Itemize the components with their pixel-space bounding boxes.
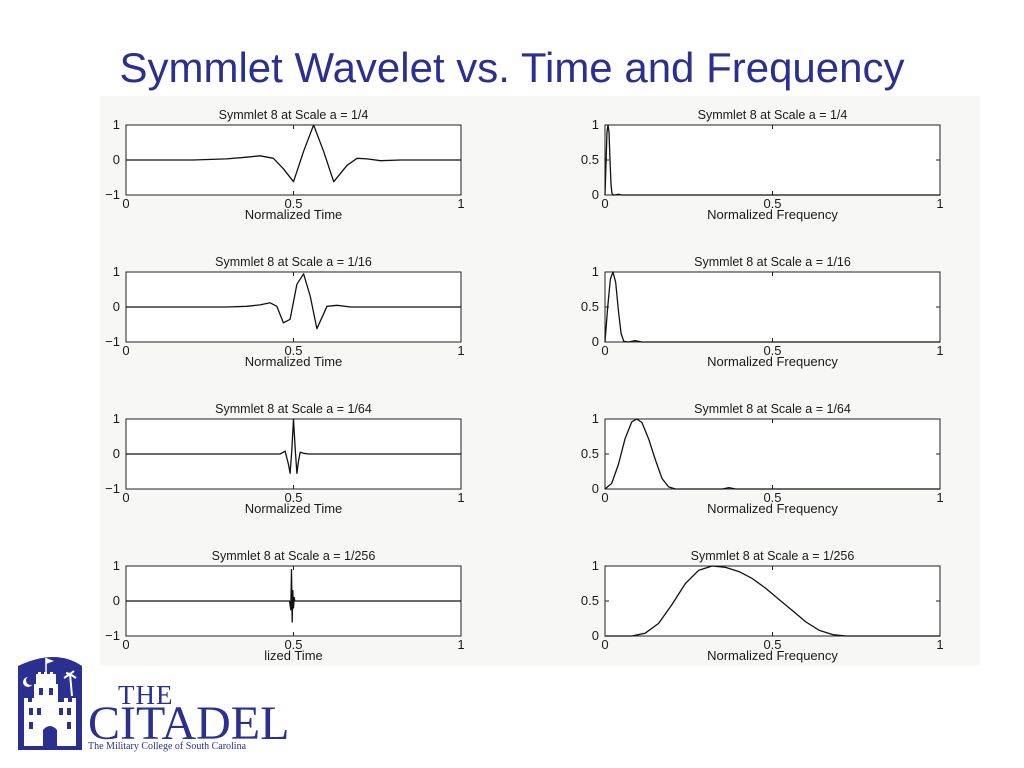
x-tick-label: 0.5 <box>284 343 302 358</box>
x-tick-label: 0 <box>122 196 129 211</box>
y-tick-label: 0 <box>113 152 120 167</box>
x-tick-label: 0.5 <box>284 490 302 505</box>
x-axis-label: Normalized Frequency <box>707 648 838 663</box>
plot-frequency-1-256: Symmlet 8 at Scale a = 1/256 0 0.5 1 1 0.5 0 No… <box>581 549 944 663</box>
plot-time-1-64: Symmlet 8 at Scale a = 1/640 0.5 110−1Norm… <box>105 402 464 516</box>
x-axis-label: Normalized Time <box>245 354 343 369</box>
plot-frequency-1-64: Symmlet 8 at Scale a = 1/64 0 0.5 1 1 0.5 0 Nor… <box>581 402 944 516</box>
series-line <box>605 565 940 637</box>
logo-tagline: The Military College of South Carolina <box>88 741 247 752</box>
y-tick-label: 1 <box>113 558 120 573</box>
x-axis-label: Normalized Time <box>245 207 343 222</box>
plot-title: Symmlet 8 at Scale a = 1/64 <box>694 402 851 416</box>
x-tick-label: 0 <box>122 490 129 505</box>
y-tick-label: 1 <box>113 411 120 426</box>
series-line <box>126 568 461 623</box>
plot-title: Symmlet 8 at Scale a = 1/256 <box>691 549 855 563</box>
plot-title: Symmlet 8 at Scale a = 1/16 <box>694 255 851 269</box>
x-tick-label: 0.5 <box>763 343 781 358</box>
x-tick-label: 1 <box>457 196 464 211</box>
y-tick-label: 0 <box>113 299 120 314</box>
x-tick-label: 0 <box>601 637 608 652</box>
x-tick-label: 0 <box>601 490 608 505</box>
series-line <box>126 418 461 474</box>
plot-frequency-1-16: Symmlet 8 at Scale a = 1/16 0 0.5 1 1 0.5 0 Nor… <box>581 255 944 369</box>
plot-title: Symmlet 8 at Scale a = 1/4 <box>219 108 369 122</box>
plot-title: Symmlet 8 at Scale a = 1/64 <box>215 402 372 416</box>
x-tick-label: 0.5 <box>284 196 302 211</box>
x-tick-label: 1 <box>936 490 943 505</box>
x-axis-label: Normalized Frequency <box>707 354 838 369</box>
y-tick-label: 1 <box>113 264 120 279</box>
logo-citadel-text: CITADEL <box>88 697 290 750</box>
y-tick-label: 0 <box>592 187 599 202</box>
x-tick-label: 0.5 <box>763 196 781 211</box>
plot-title: Symmlet 8 at Scale a = 1/4 <box>698 108 848 122</box>
y-tick-label: 0 <box>113 593 120 608</box>
y-tick-label: −1 <box>105 481 120 496</box>
x-axis-label: lized Time <box>264 648 323 663</box>
y-tick-label: 1 <box>592 117 599 132</box>
y-tick-label: 0 <box>592 628 599 643</box>
x-tick-label: 1 <box>457 490 464 505</box>
y-tick-label: −1 <box>105 628 120 643</box>
y-tick-label: 0 <box>113 446 120 461</box>
y-tick-label: 0.5 <box>581 446 599 461</box>
y-tick-label: −1 <box>105 334 120 349</box>
x-tick-label: 1 <box>457 637 464 652</box>
y-tick-label: 1 <box>592 264 599 279</box>
y-tick-label: 0 <box>592 334 599 349</box>
plot-title: Symmlet 8 at Scale a = 1/256 <box>212 549 376 563</box>
plot-title: Symmlet 8 at Scale a = 1/16 <box>215 255 372 269</box>
series-line <box>126 124 461 183</box>
x-tick-label: 1 <box>457 343 464 358</box>
x-tick-label: 0 <box>122 637 129 652</box>
series-line <box>604 271 940 343</box>
citadel-tower-icon <box>18 657 82 750</box>
x-tick-label: 0.5 <box>763 637 781 652</box>
y-tick-label: 1 <box>592 411 599 426</box>
plot-frame <box>604 124 941 196</box>
y-tick-label: 0 <box>592 481 599 496</box>
y-tick-label: 1 <box>592 558 599 573</box>
plot-frame <box>604 565 941 637</box>
series-line <box>126 273 461 330</box>
y-tick-label: 0.5 <box>581 299 599 314</box>
slide-title: Symmlet Wavelet vs. Time and Frequency <box>119 44 905 91</box>
plot-frame <box>604 418 941 490</box>
x-tick-label: 0 <box>601 343 608 358</box>
y-tick-label: 0.5 <box>581 152 599 167</box>
series-line <box>604 418 940 490</box>
x-tick-label: 1 <box>936 343 943 358</box>
x-tick-label: 0 <box>601 196 608 211</box>
x-tick-label: 0 <box>122 343 129 358</box>
logo-the-text: THE <box>118 680 174 710</box>
x-tick-label: 0.5 <box>284 637 302 652</box>
plot-time-1-16: Symmlet 8 at Scale a = 1/160 0.5 110−1Norm… <box>105 255 464 369</box>
x-tick-label: 1 <box>936 196 943 211</box>
x-axis-label: Normalized Time <box>245 501 343 516</box>
x-tick-label: 0.5 <box>763 490 781 505</box>
x-axis-label: Normalized Frequency <box>707 207 838 222</box>
series-line <box>604 124 940 196</box>
plot-frequency-1-4: Symmlet 8 at Scale a = 1/4 0 0.5 1 1 0.5 0 Norm… <box>581 108 944 222</box>
x-tick-label: 1 <box>936 637 943 652</box>
y-tick-label: −1 <box>105 187 120 202</box>
x-axis-label: Normalized Frequency <box>707 501 838 516</box>
y-tick-label: 1 <box>113 117 120 132</box>
plot-time-1-4: Symmlet 8 at Scale a = 1/40 0.5 110−1Norma… <box>105 108 464 222</box>
y-tick-label: 0.5 <box>581 593 599 608</box>
plot-frame <box>604 271 941 343</box>
